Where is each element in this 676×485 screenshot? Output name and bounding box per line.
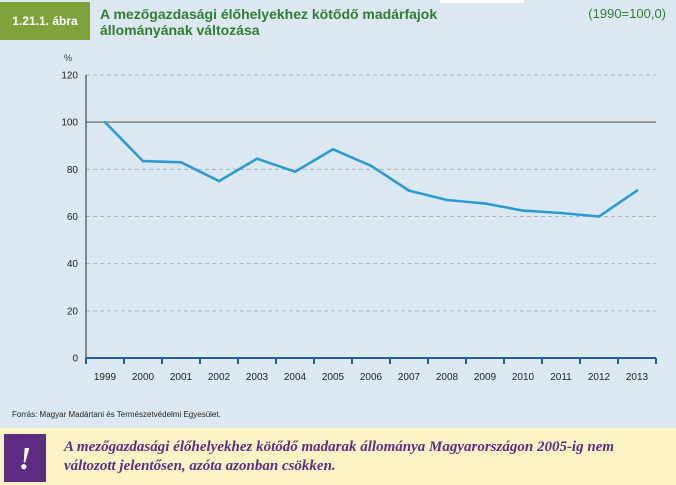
x-tick-label: 2007 <box>398 372 421 383</box>
figure-title-line2: állományának változása <box>100 22 260 38</box>
data-point <box>445 198 449 202</box>
x-tick-label: 2000 <box>132 372 155 383</box>
x-tick-label: 2004 <box>284 372 307 383</box>
x-tick-label: 2010 <box>512 372 535 383</box>
x-tick-label: 2003 <box>246 372 269 383</box>
x-tick-label: 2001 <box>170 372 193 383</box>
y-tick-label: 100 <box>61 118 78 129</box>
y-tick-label: 60 <box>67 212 79 223</box>
data-point <box>559 211 563 215</box>
figure-title: A mezőgazdasági élőhelyekhez kötődő madá… <box>100 6 530 38</box>
y-tick-label: 40 <box>67 259 79 270</box>
highlight-note <box>0 428 676 485</box>
x-tick-label: 2012 <box>588 372 611 383</box>
x-tick-label: 2009 <box>474 372 497 383</box>
y-tick-label: 120 <box>61 71 78 82</box>
data-point <box>597 215 601 218</box>
y-tick-label: 80 <box>67 165 79 176</box>
data-point <box>483 202 487 205</box>
y-tick-label: 20 <box>67 306 79 317</box>
figure-number-badge: 1.21.1. ábra <box>0 2 90 40</box>
x-tick-label: 2002 <box>208 372 231 383</box>
x-tick-label: 2005 <box>322 372 345 383</box>
data-point <box>369 164 373 168</box>
data-point <box>521 209 525 212</box>
x-tick-label: 2013 <box>626 372 649 383</box>
exclamation-icon: ! <box>4 434 46 482</box>
figure-title-line1: A mezőgazdasági élőhelyekhez kötődő madá… <box>100 6 438 22</box>
highlight-note-text: A mezőgazdasági élőhelyekhez kötődő mada… <box>64 439 615 474</box>
x-tick-label: 2008 <box>436 372 459 383</box>
x-tick-label: 1999 <box>94 372 117 383</box>
x-tick-label: 2011 <box>550 372 572 383</box>
data-point <box>293 170 297 173</box>
data-point <box>217 179 221 183</box>
data-point <box>635 189 639 192</box>
data-point <box>255 157 259 161</box>
x-tick-label: 2006 <box>360 372 383 383</box>
source-note: Forrás: Magyar Madártani és Természetvéd… <box>12 410 221 419</box>
top-accent-line <box>440 0 524 3</box>
data-point <box>103 120 107 124</box>
base-year-note: (1990=100,0) <box>588 6 666 21</box>
data-point <box>179 160 183 164</box>
data-point <box>331 147 335 151</box>
data-point <box>141 159 145 163</box>
data-point <box>407 189 411 192</box>
y-axis-unit: % <box>64 53 73 63</box>
y-tick-label: 0 <box>72 354 78 365</box>
line-chart: 0 20 40 60 80 100 120 1999 2000 2001 2002 2003 2004 2… <box>61 71 657 383</box>
